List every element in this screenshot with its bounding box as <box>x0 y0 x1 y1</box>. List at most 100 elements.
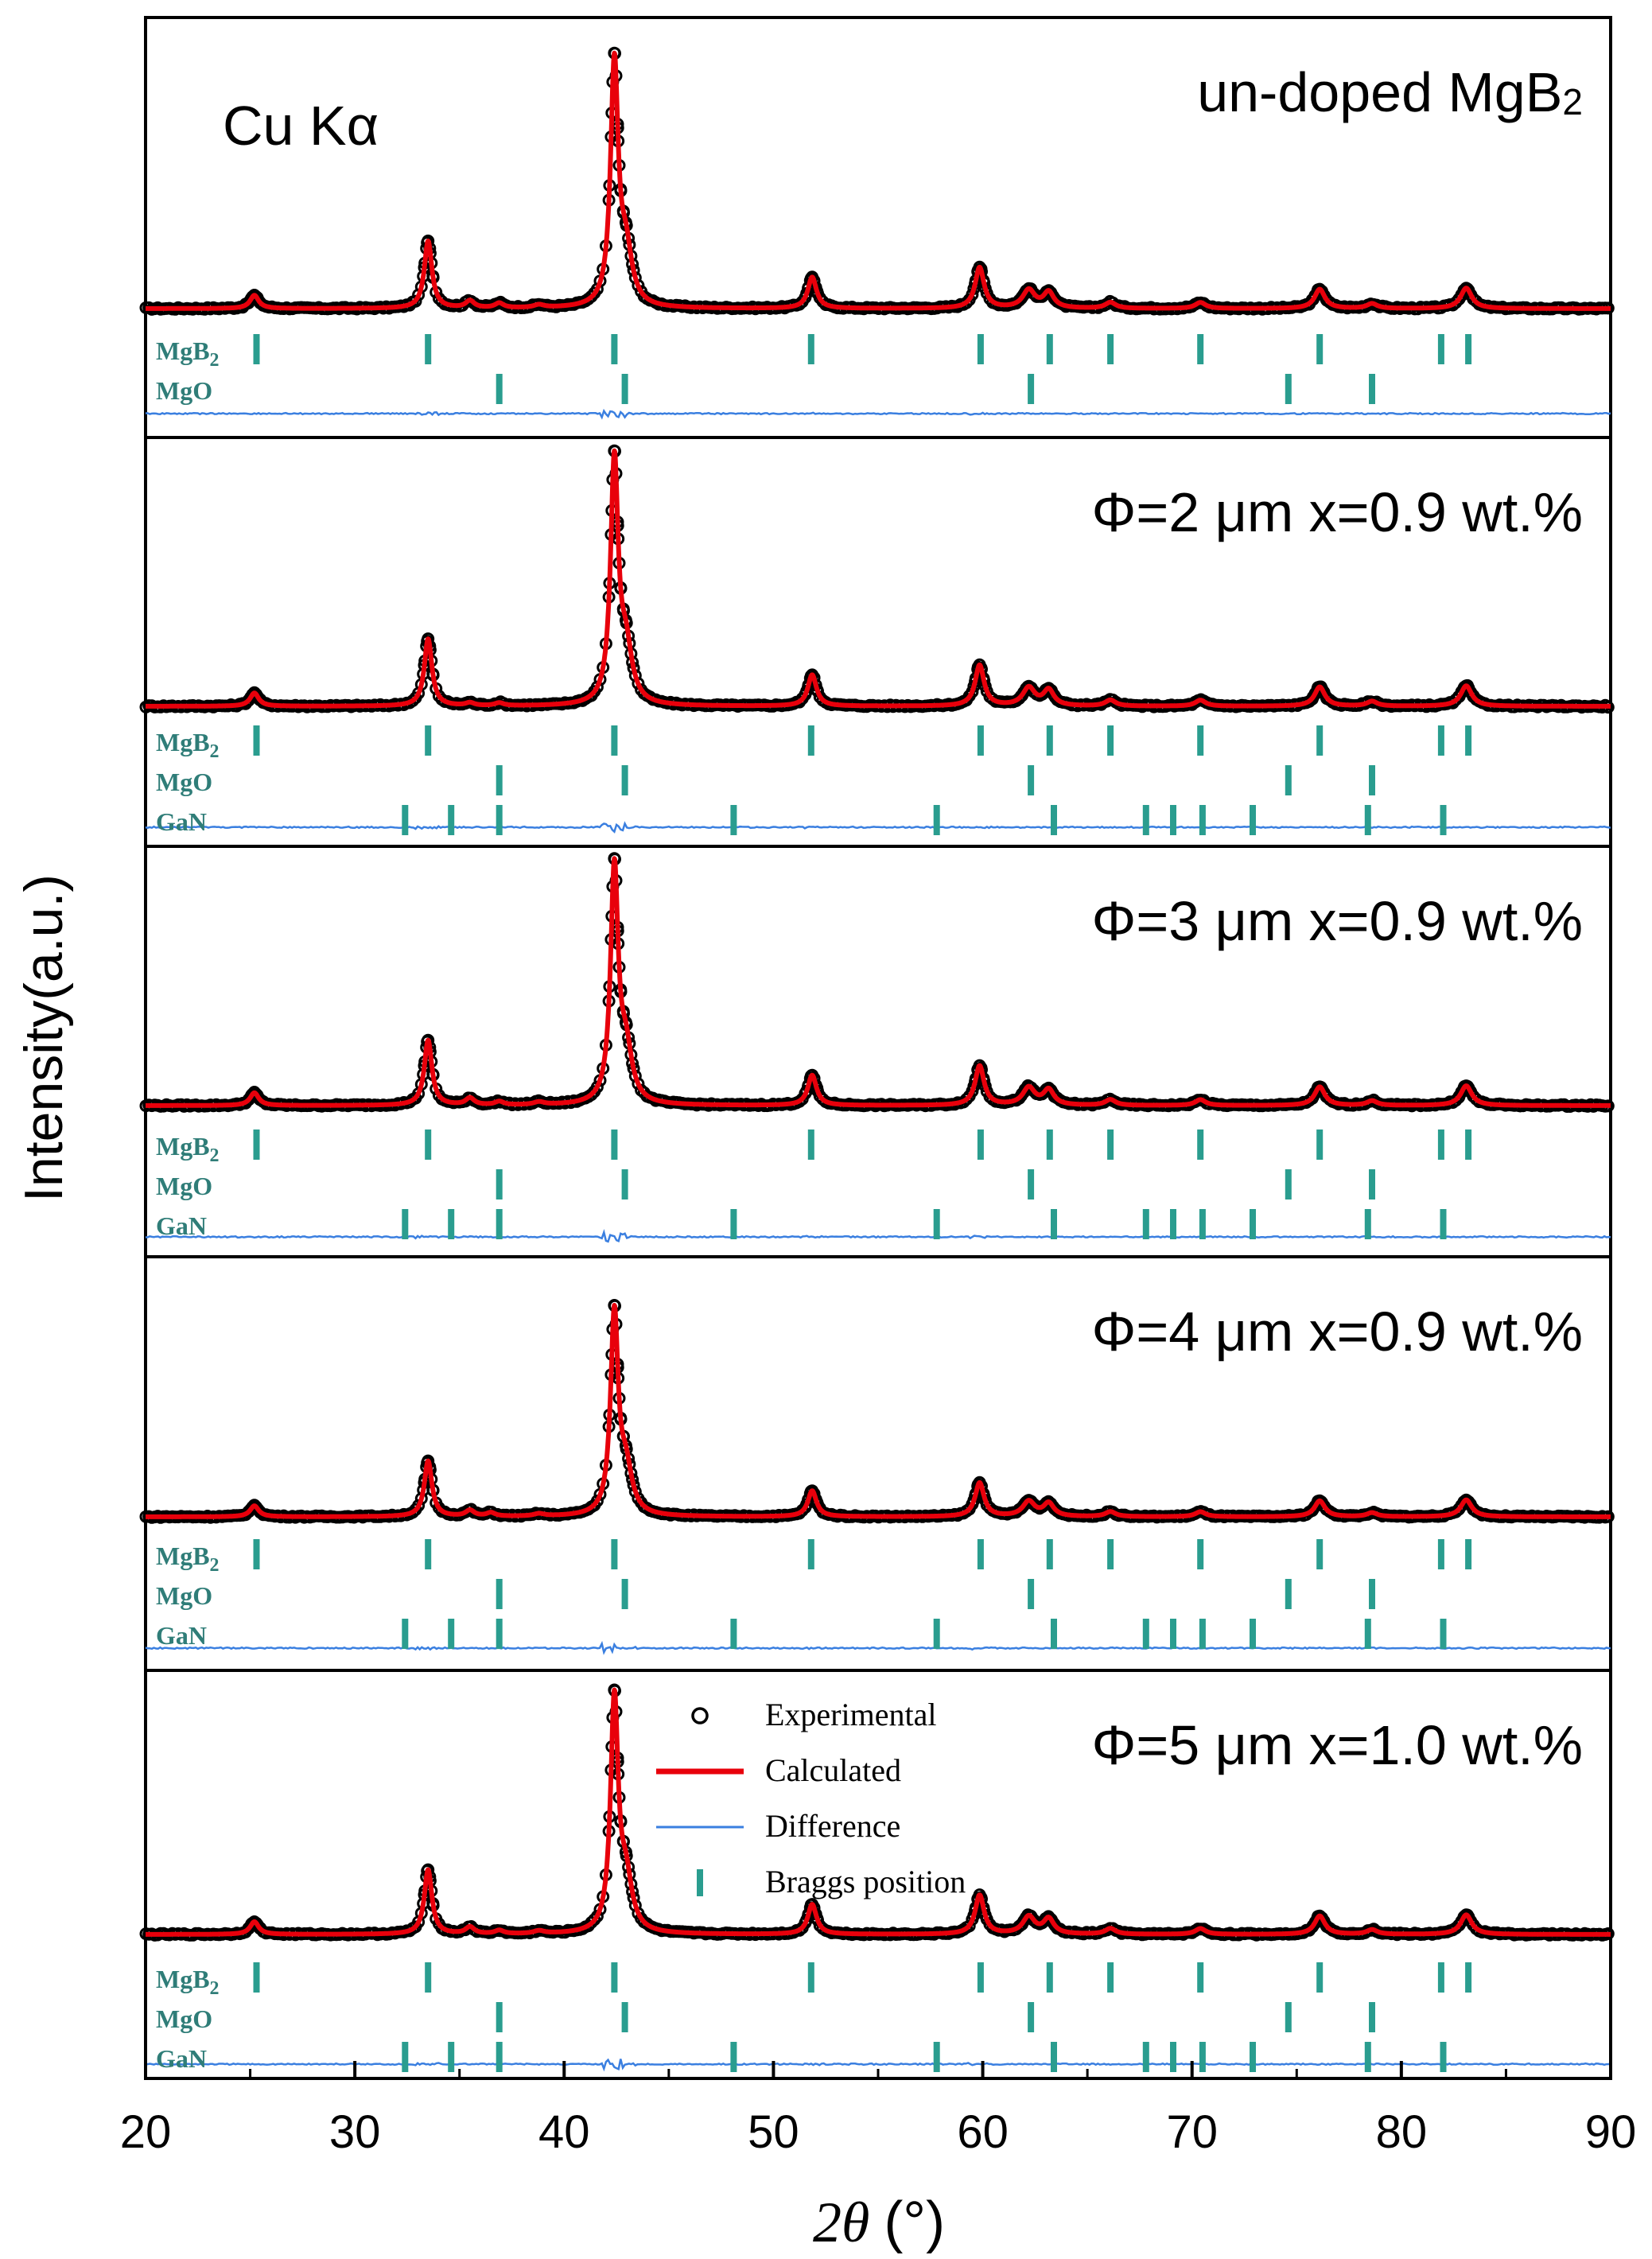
bragg-tick <box>1250 1619 1256 1649</box>
bragg-tick <box>621 1169 628 1199</box>
bragg-tick <box>1199 1209 1206 1239</box>
bragg-tick <box>448 1209 455 1239</box>
bragg-tick <box>1051 805 1057 835</box>
bragg-tick <box>621 374 628 404</box>
bragg-tick <box>1199 1619 1206 1649</box>
bragg-tick <box>1170 1209 1176 1239</box>
experimental-point <box>1467 690 1480 703</box>
experimental-point <box>253 693 266 706</box>
bragg-tick <box>1142 2042 1149 2072</box>
bragg-tick <box>621 2002 628 2032</box>
bragg-tick <box>611 1539 618 1569</box>
bragg-tick <box>1440 2042 1447 2072</box>
calculated-line <box>143 448 1613 709</box>
bragg-tick <box>1364 2042 1371 2072</box>
bragg-tick <box>1369 374 1375 404</box>
phase-label-subscript: 2 <box>210 741 220 762</box>
bragg-tick <box>1465 334 1472 364</box>
phase-label-name: MgO <box>156 376 212 405</box>
bragg-tick <box>425 1130 432 1160</box>
bragg-tick <box>611 1962 618 1993</box>
bragg-tick <box>1046 725 1053 756</box>
bragg-tick <box>1440 1209 1447 1239</box>
bragg-tick <box>496 2042 503 2072</box>
x-tick-label: 90 <box>1585 2106 1637 2158</box>
bragg-tick <box>933 2042 940 2072</box>
experimental-point <box>1048 690 1062 704</box>
bragg-tick <box>496 1579 503 1609</box>
bragg-tick <box>977 725 984 756</box>
phase-label-name: MgO <box>156 768 212 796</box>
bragg-tick <box>1028 765 1035 795</box>
panel-3: MgB2 MgO GaN Φ=3 μm x=0.9 wt.% <box>139 845 1615 1258</box>
phase-label-subscript: 2 <box>210 350 220 371</box>
calculated-line <box>143 50 1613 311</box>
phase-label-name: MgB <box>156 1132 210 1161</box>
bragg-tick <box>611 1130 618 1160</box>
bragg-tick <box>1285 1579 1292 1609</box>
bragg-tick <box>1437 1539 1444 1569</box>
bragg-tick <box>730 1209 737 1239</box>
bragg-tick <box>1107 1962 1114 1993</box>
phase-label-name: MgB <box>156 1965 210 1993</box>
bragg-tick <box>807 725 814 756</box>
panel-title-main: un-doped MgB <box>1197 61 1562 123</box>
bragg-tick <box>253 1962 260 1993</box>
bragg-tick <box>1170 805 1176 835</box>
bragg-tick <box>1250 805 1256 835</box>
bragg-tick <box>253 1539 260 1569</box>
bragg-tick <box>425 1539 432 1569</box>
panel-2: MgB2 MgO GaN Φ=2 μm x=0.9 wt.% <box>139 436 1615 848</box>
bragg-tick <box>1051 2042 1057 2072</box>
bragg-tick <box>1437 1130 1444 1160</box>
phase-label-gan: GaN <box>156 2044 207 2073</box>
experimental-point <box>253 295 266 309</box>
bragg-tick <box>1437 725 1444 756</box>
bragg-tick <box>402 1619 409 1649</box>
bragg-tick <box>1197 725 1204 756</box>
panel-title: un-doped MgB2 <box>1197 61 1583 123</box>
bragg-tick <box>448 1619 455 1649</box>
bragg-tick <box>1107 725 1114 756</box>
phase-label-mgo: MgO <box>156 2004 212 2033</box>
bragg-tick <box>807 334 814 364</box>
phase-label-mgo: MgO <box>156 1172 212 1200</box>
experimental-point <box>1320 293 1333 306</box>
bragg-tick <box>1197 1962 1204 1993</box>
bragg-tick <box>1465 1539 1472 1569</box>
bragg-tick <box>1364 805 1371 835</box>
y-axis-label: Intensity(a.u.) <box>14 874 74 1202</box>
bragg-tick <box>448 805 455 835</box>
experimental-point <box>585 1088 598 1102</box>
phase-label-subscript: 2 <box>210 1555 220 1576</box>
bragg-tick <box>496 374 503 404</box>
bragg-tick <box>1465 1130 1472 1160</box>
bragg-tick <box>611 334 618 364</box>
bragg-tick <box>730 1619 737 1649</box>
bragg-tick <box>1170 1619 1176 1649</box>
phase-label-name: GaN <box>156 1621 207 1650</box>
bragg-tick <box>1028 2002 1035 2032</box>
bragg-tick <box>1051 1619 1057 1649</box>
panel-title: Φ=3 μm x=0.9 wt.% <box>1091 890 1583 952</box>
bragg-tick <box>1046 1962 1053 1993</box>
bragg-tick <box>253 725 260 756</box>
legend-entry: Braggs position <box>765 1864 966 1899</box>
bragg-tick <box>730 2042 737 2072</box>
bragg-tick <box>1107 1130 1114 1160</box>
x-tick-label: 20 <box>120 2106 172 2158</box>
phase-label-mgb: MgB2 <box>156 336 220 371</box>
x-axis-label-unit: (°) <box>884 2191 945 2254</box>
bragg-tick <box>933 1619 940 1649</box>
radiation-label: Cu Kα <box>223 95 379 157</box>
experimental-point <box>1320 1090 1333 1103</box>
bragg-tick <box>807 1130 814 1160</box>
experimental-point <box>1048 293 1062 306</box>
bragg-tick <box>496 2002 503 2032</box>
experimental-point <box>1320 690 1333 704</box>
bragg-tick <box>1028 374 1035 404</box>
bragg-tick <box>807 1962 814 1993</box>
bragg-tick <box>1199 805 1206 835</box>
